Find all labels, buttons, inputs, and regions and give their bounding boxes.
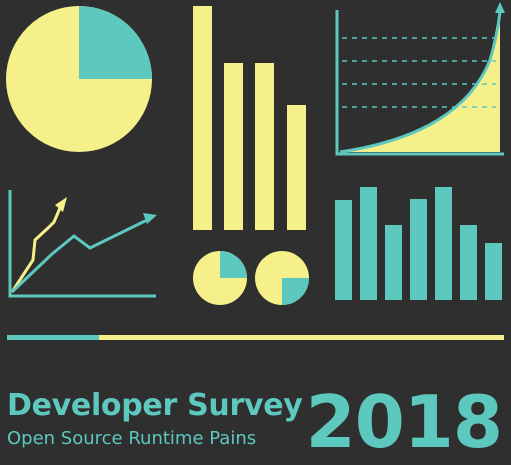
teal-bar-chart-icon bbox=[335, 187, 502, 300]
divider-bar bbox=[7, 335, 504, 340]
survey-year: 2018 bbox=[305, 380, 503, 464]
title-block: Developer Survey Open Source Runtime Pai… bbox=[7, 388, 327, 460]
survey-subtitle: Open Source Runtime Pains bbox=[7, 428, 257, 449]
divider-yellow-segment bbox=[99, 335, 504, 340]
pie-chart-icon bbox=[6, 6, 152, 152]
exponential-area-chart-icon bbox=[335, 2, 505, 156]
survey-title: Developer Survey bbox=[7, 388, 303, 423]
divider-teal-segment bbox=[7, 335, 99, 340]
trend-lines-icon bbox=[8, 190, 157, 298]
bar-chart-icon bbox=[193, 6, 306, 230]
small-pie-charts-icon bbox=[193, 251, 309, 305]
